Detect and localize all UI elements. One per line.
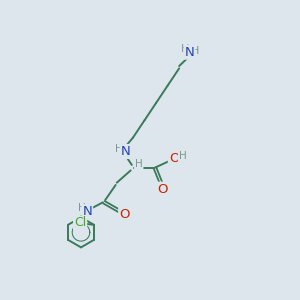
Text: N: N: [185, 46, 194, 59]
Text: Cl: Cl: [74, 217, 86, 230]
Text: O: O: [119, 208, 130, 221]
Text: O: O: [158, 183, 168, 196]
Text: H: H: [181, 44, 190, 54]
Text: H: H: [179, 151, 187, 161]
Text: H: H: [135, 158, 142, 169]
Text: O: O: [169, 152, 179, 165]
Text: H: H: [190, 46, 199, 56]
Text: H: H: [78, 203, 86, 213]
Text: H: H: [115, 144, 123, 154]
Text: N: N: [82, 205, 92, 218]
Text: N: N: [121, 145, 130, 158]
